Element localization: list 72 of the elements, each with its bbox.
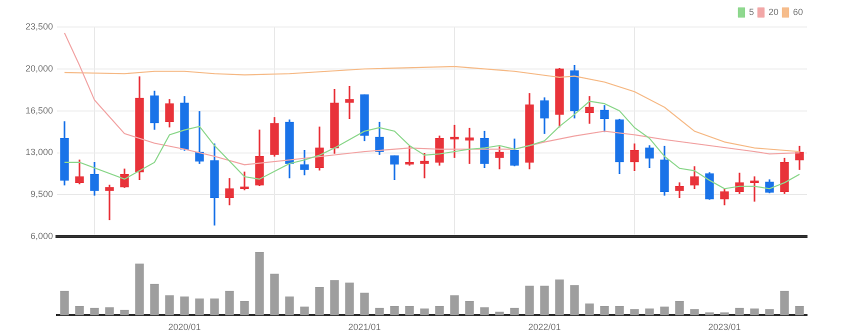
y-tick-label: 23,500 [25, 21, 53, 32]
bar [660, 306, 669, 316]
legend-label: 60 [792, 6, 804, 17]
candlestick [465, 128, 474, 164]
bar [105, 307, 114, 316]
bar [60, 290, 69, 316]
legend-label: 5 [748, 6, 754, 17]
bar [585, 303, 594, 316]
bar [510, 308, 519, 316]
bar [225, 290, 234, 316]
bar [675, 300, 684, 316]
bar [420, 308, 429, 316]
bar [75, 306, 84, 316]
legend-label: 20 [768, 6, 778, 17]
y-tick-label: 6,000 [30, 231, 53, 242]
bar [150, 284, 159, 316]
candlestick [105, 184, 114, 220]
bar [765, 309, 774, 316]
y-tick-label: 20,000 [25, 63, 53, 74]
bar [600, 306, 609, 316]
bar [270, 274, 279, 316]
bar [465, 300, 474, 316]
bar [300, 306, 309, 316]
y-tick-label: 13,000 [25, 147, 53, 158]
bar [570, 285, 579, 316]
bar [405, 306, 414, 316]
bar [210, 298, 219, 316]
candlestick [450, 124, 459, 158]
bar [705, 312, 714, 316]
candlestick [345, 86, 354, 119]
bar [555, 279, 564, 316]
bar [795, 306, 804, 316]
bar [435, 306, 444, 316]
bar [450, 295, 459, 316]
candlestick [195, 111, 204, 164]
bar [645, 308, 654, 316]
bar [780, 290, 789, 316]
bar [165, 295, 174, 316]
bar [135, 264, 144, 316]
bar [750, 308, 759, 316]
bar [540, 286, 549, 316]
bar [315, 287, 324, 316]
x-tick-label: 2022/01 [528, 322, 561, 332]
bar [720, 312, 729, 316]
candlestick [420, 153, 429, 178]
bar [375, 308, 384, 316]
bar [615, 306, 624, 316]
bar [690, 309, 699, 316]
bar [90, 308, 99, 316]
bar [240, 300, 249, 316]
bar [255, 252, 264, 316]
bar [360, 292, 369, 316]
bar [480, 307, 489, 316]
bar [630, 309, 639, 316]
x-tick-label: 2020/01 [168, 322, 201, 332]
candlestick [405, 146, 414, 166]
bar [345, 282, 354, 316]
bar [735, 308, 744, 316]
candlestick [240, 172, 249, 190]
candlestick [750, 176, 759, 202]
bar [285, 296, 294, 316]
x-tick-label: 2021/01 [348, 322, 381, 332]
bar [330, 280, 339, 316]
y-tick-label: 16,500 [25, 105, 53, 116]
x-tick-label: 2023/01 [708, 322, 741, 332]
bar [390, 306, 399, 316]
y-tick-label: 9,500 [30, 189, 53, 200]
bar [525, 286, 534, 316]
bar [495, 312, 504, 316]
bar [180, 296, 189, 316]
bar [195, 298, 204, 316]
bar [120, 310, 129, 316]
